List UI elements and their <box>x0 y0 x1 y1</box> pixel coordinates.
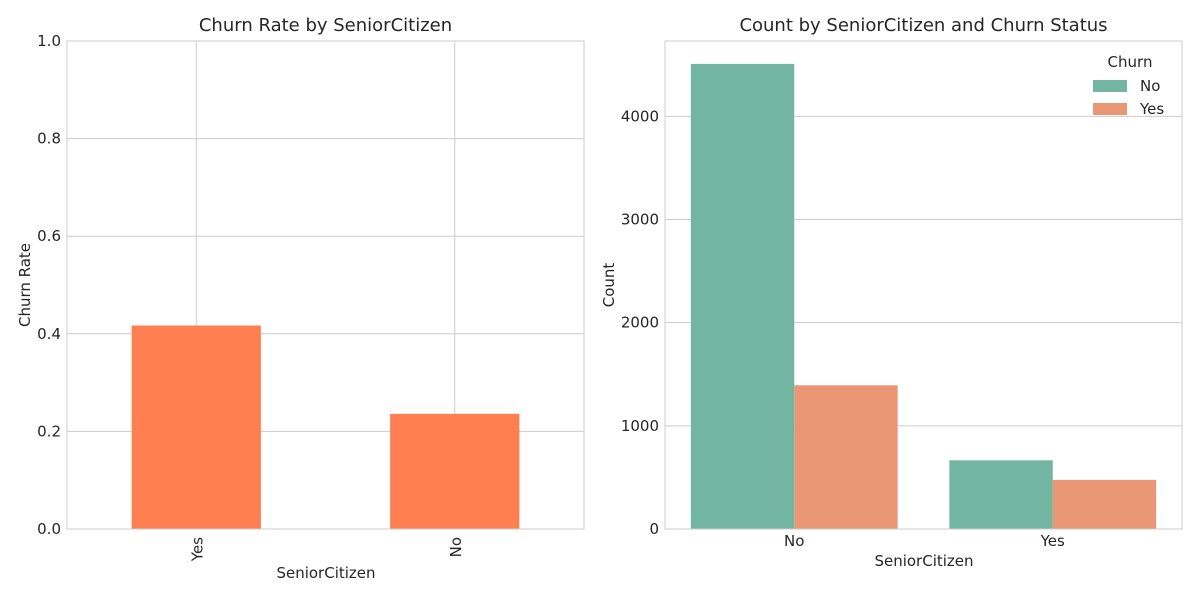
y-axis-label: Count <box>600 263 618 308</box>
legend-label: Yes <box>1139 100 1164 118</box>
y-tick-label: 0.2 <box>37 422 61 440</box>
y-tick-label: 0.8 <box>37 130 61 148</box>
y-tick-label: 0.6 <box>37 227 61 245</box>
churn-rate-chart: Churn Rate by SeniorCitizen 0.0 0.2 0.4 0.6… <box>16 15 585 582</box>
bar-yes-churn-no <box>949 460 1053 529</box>
x-axis-label: SeniorCitizen <box>874 552 973 570</box>
x-tick-label: No <box>784 532 804 550</box>
x-axis-label: SeniorCitizen <box>276 564 375 582</box>
y-tick-label: 0 <box>649 520 659 538</box>
y-axis-label: Churn Rate <box>16 243 34 327</box>
chart-title: Count by SeniorCitizen and Churn Status <box>739 15 1107 36</box>
legend-title: Churn <box>1108 53 1153 71</box>
legend-label: No <box>1140 77 1160 95</box>
y-tick-label: 1.0 <box>37 32 61 50</box>
bar-no-churn-yes <box>794 385 898 529</box>
y-tick-label: 2000 <box>621 314 659 332</box>
y-ticks: 0 1000 2000 3000 4000 <box>621 107 659 538</box>
bar-yes-churn-yes <box>1052 479 1157 529</box>
x-tick-label: No <box>447 537 465 557</box>
legend-swatch <box>1093 80 1127 92</box>
x-tick-label: Yes <box>188 537 206 562</box>
x-tick-label: Yes <box>1040 532 1065 550</box>
count-chart: Count by SeniorCitizen and Churn Status … <box>600 15 1183 570</box>
bar-yes <box>131 325 261 529</box>
y-ticks: 0.0 0.2 0.4 0.6 0.8 1.0 <box>37 32 61 538</box>
bars <box>131 325 520 529</box>
y-tick-label: 0.0 <box>37 520 61 538</box>
plot-frame <box>664 40 1183 530</box>
y-tick-label: 4000 <box>621 107 659 125</box>
chart-title: Churn Rate by SeniorCitizen <box>199 15 452 36</box>
y-tick-label: 0.4 <box>37 325 61 343</box>
y-tick-label: 3000 <box>621 210 659 228</box>
bars <box>690 63 1157 529</box>
legend: Churn No Yes <box>1093 53 1164 118</box>
y-tick-label: 1000 <box>621 417 659 435</box>
legend-swatch <box>1093 103 1127 115</box>
x-ticks: No Yes <box>784 532 1065 550</box>
x-ticks: Yes No <box>188 537 465 562</box>
bar-no <box>390 413 520 529</box>
bar-no-churn-no <box>690 63 795 529</box>
plot-frame <box>66 40 585 530</box>
